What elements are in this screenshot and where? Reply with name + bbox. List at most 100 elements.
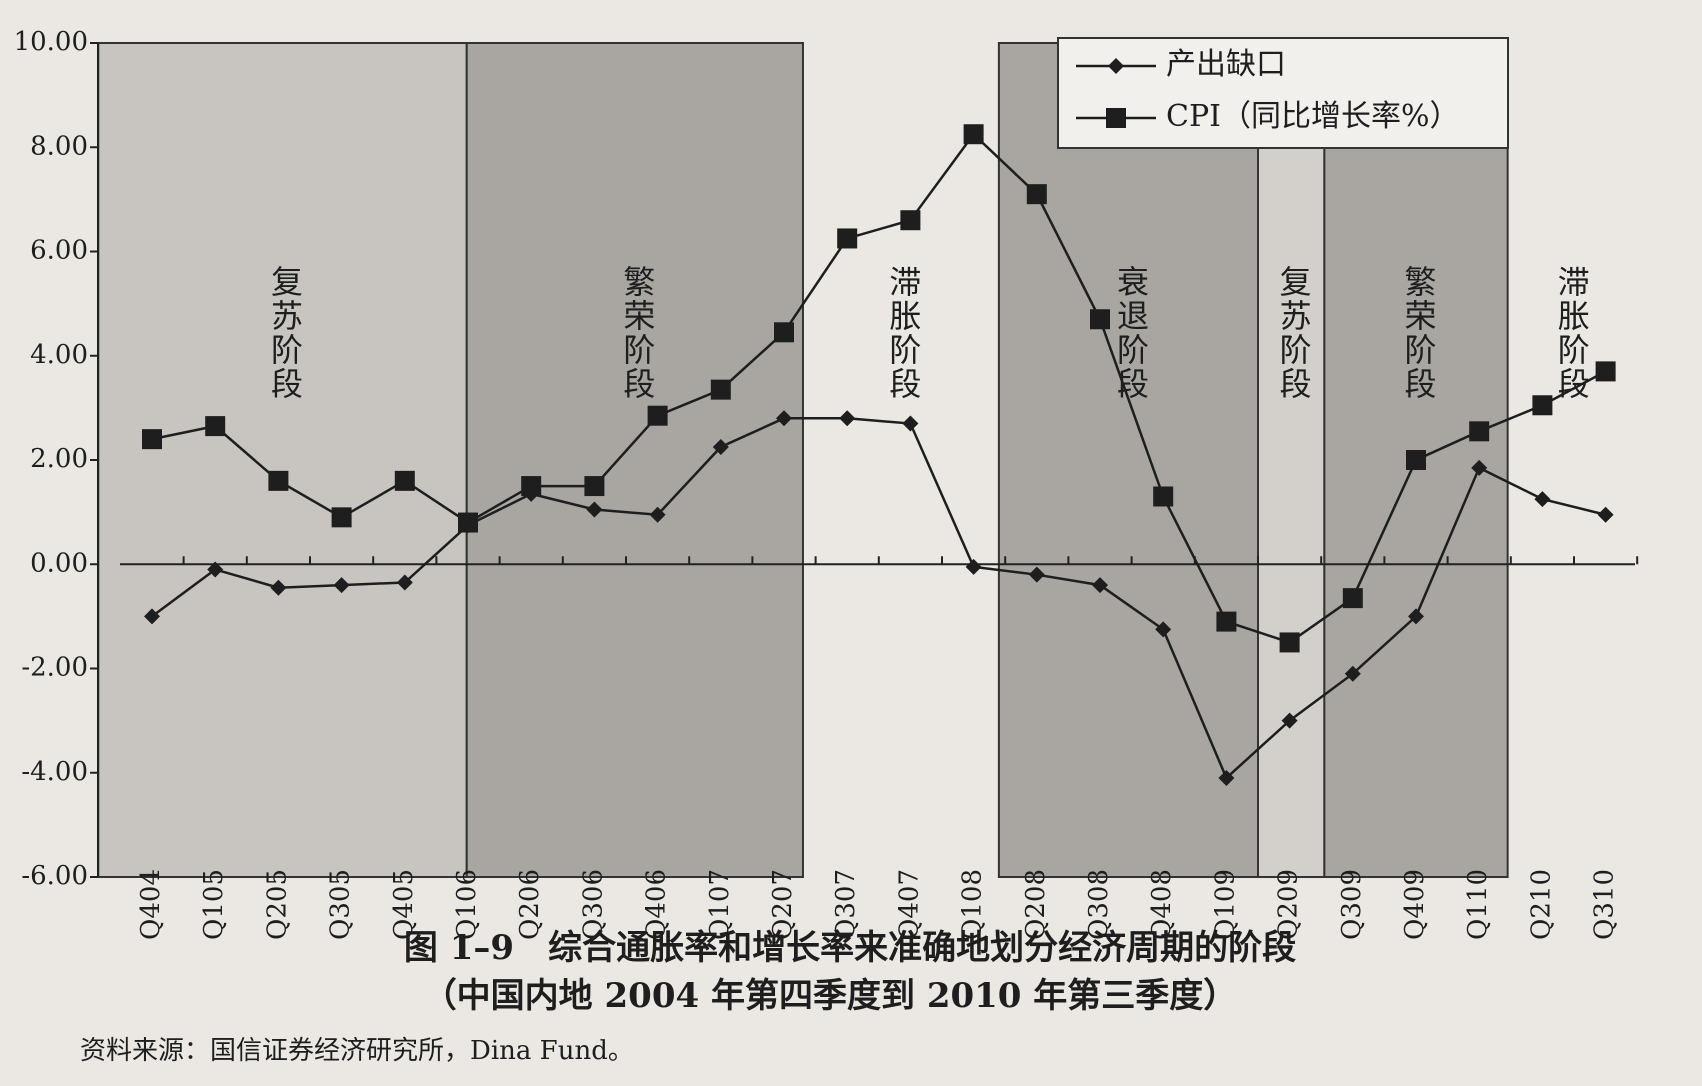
x-tick-label: Q209 bbox=[1274, 869, 1304, 940]
x-tick-label: Q208 bbox=[1021, 869, 1051, 940]
data-point bbox=[586, 501, 603, 518]
source-note: 资料来源：国信证券经济研究所，Dina Fund。 bbox=[80, 1036, 634, 1066]
phase-band bbox=[97, 42, 468, 878]
data-point bbox=[776, 410, 792, 427]
x-tick-label: Q307 bbox=[831, 869, 861, 940]
data-point bbox=[839, 410, 856, 427]
data-point bbox=[394, 470, 415, 491]
data-point bbox=[1469, 421, 1490, 442]
phase-label: 滞胀阶段 bbox=[884, 265, 922, 401]
x-tick-label: Q205 bbox=[262, 869, 292, 940]
y-tick-label: -2.00 bbox=[21, 653, 88, 683]
x-tick-label: Q409 bbox=[1400, 869, 1430, 940]
x-tick-label: Q108 bbox=[958, 869, 988, 940]
data-point bbox=[649, 506, 666, 523]
x-tick-label: Q408 bbox=[1147, 869, 1177, 940]
y-tick-label: 6.00 bbox=[30, 236, 88, 266]
data-point bbox=[584, 476, 605, 497]
data-point bbox=[1216, 611, 1237, 632]
data-point bbox=[1344, 665, 1361, 682]
x-tick-label: Q404 bbox=[136, 869, 166, 940]
series-line bbox=[151, 417, 1606, 781]
x-tick-label: Q405 bbox=[389, 869, 419, 940]
data-point bbox=[396, 574, 413, 591]
phase-band bbox=[997, 42, 1259, 878]
phase-band bbox=[1257, 42, 1326, 878]
data-point bbox=[1534, 491, 1551, 508]
data-point bbox=[1218, 769, 1235, 786]
phase-label: 衰退阶段 bbox=[1112, 265, 1150, 401]
legend-box bbox=[1057, 37, 1509, 149]
x-tick-label: Q305 bbox=[326, 869, 356, 940]
data-point bbox=[331, 507, 352, 528]
y-tick-label: 2.00 bbox=[30, 444, 88, 474]
legend-label: CPI（同比增长率%） bbox=[1166, 99, 1460, 134]
data-point bbox=[1597, 506, 1614, 523]
data-point bbox=[1090, 309, 1110, 330]
data-point bbox=[144, 608, 160, 625]
data-point bbox=[1026, 184, 1047, 205]
data-point bbox=[1279, 632, 1300, 653]
phase-label: 复苏阶段 bbox=[1275, 265, 1313, 401]
data-point bbox=[1153, 486, 1174, 507]
phase-label: 复苏阶段 bbox=[266, 265, 304, 401]
legend-label: 产出缺口 bbox=[1166, 47, 1286, 82]
data-point bbox=[965, 558, 982, 575]
chart-title: 图 1–9 综合通胀率和增长率来准确地划分经济周期的阶段 bbox=[404, 928, 1296, 968]
data-point bbox=[1028, 566, 1045, 583]
data-point bbox=[270, 579, 287, 596]
x-tick-label: Q308 bbox=[1084, 869, 1114, 940]
data-point bbox=[1092, 577, 1108, 594]
x-tick-label: Q309 bbox=[1337, 869, 1367, 940]
data-point bbox=[712, 438, 729, 455]
chart-subtitle: （中国内地 2004 年第四季度到 2010 年第三季度） bbox=[423, 976, 1238, 1016]
x-tick-label: Q107 bbox=[705, 869, 735, 940]
data-point bbox=[1281, 712, 1298, 729]
data-point bbox=[1342, 588, 1363, 609]
data-point bbox=[333, 577, 350, 594]
x-tick-label: Q106 bbox=[452, 869, 482, 940]
legend-marker bbox=[1108, 58, 1124, 74]
data-point bbox=[207, 561, 224, 578]
data-point bbox=[458, 512, 478, 533]
y-tick-label: 8.00 bbox=[30, 131, 88, 161]
y-tick-label: -4.00 bbox=[21, 757, 88, 787]
data-point bbox=[647, 405, 668, 426]
phase-label: 滞胀阶段 bbox=[1553, 265, 1591, 401]
x-tick-label: Q206 bbox=[515, 869, 545, 940]
y-tick-label: 0.00 bbox=[30, 548, 88, 578]
y-tick-label: 10.00 bbox=[14, 27, 88, 57]
data-point bbox=[1595, 361, 1616, 382]
data-point bbox=[268, 470, 289, 491]
phase-band bbox=[465, 42, 804, 878]
data-point bbox=[1155, 621, 1172, 638]
data-point bbox=[1471, 459, 1488, 476]
legend-marker bbox=[1106, 108, 1126, 128]
x-tick-label: Q407 bbox=[894, 869, 924, 940]
x-tick-label: Q406 bbox=[642, 869, 672, 940]
phase-label: 繁荣阶段 bbox=[618, 265, 656, 401]
data-point bbox=[1532, 395, 1553, 416]
phase-label: 繁荣阶段 bbox=[1400, 265, 1438, 401]
x-tick-label: Q109 bbox=[1210, 869, 1240, 940]
data-point bbox=[774, 322, 794, 343]
data-point bbox=[142, 429, 162, 450]
x-tick-label: Q210 bbox=[1526, 869, 1556, 940]
x-tick-label: Q306 bbox=[578, 869, 608, 940]
y-tick-label: -6.00 bbox=[21, 861, 88, 891]
x-tick-label: Q310 bbox=[1590, 869, 1620, 940]
x-tick-label: Q207 bbox=[768, 869, 798, 940]
data-point bbox=[963, 124, 984, 145]
data-point bbox=[710, 379, 731, 400]
data-point bbox=[902, 415, 919, 432]
data-point bbox=[837, 228, 858, 249]
data-point bbox=[900, 210, 921, 231]
y-tick-label: 4.00 bbox=[30, 340, 88, 370]
x-tick-label: Q105 bbox=[199, 869, 229, 940]
x-tick-label: Q110 bbox=[1463, 869, 1493, 940]
data-point bbox=[205, 416, 226, 437]
data-point bbox=[1406, 450, 1426, 470]
data-point bbox=[521, 476, 542, 497]
data-point bbox=[1408, 608, 1424, 625]
